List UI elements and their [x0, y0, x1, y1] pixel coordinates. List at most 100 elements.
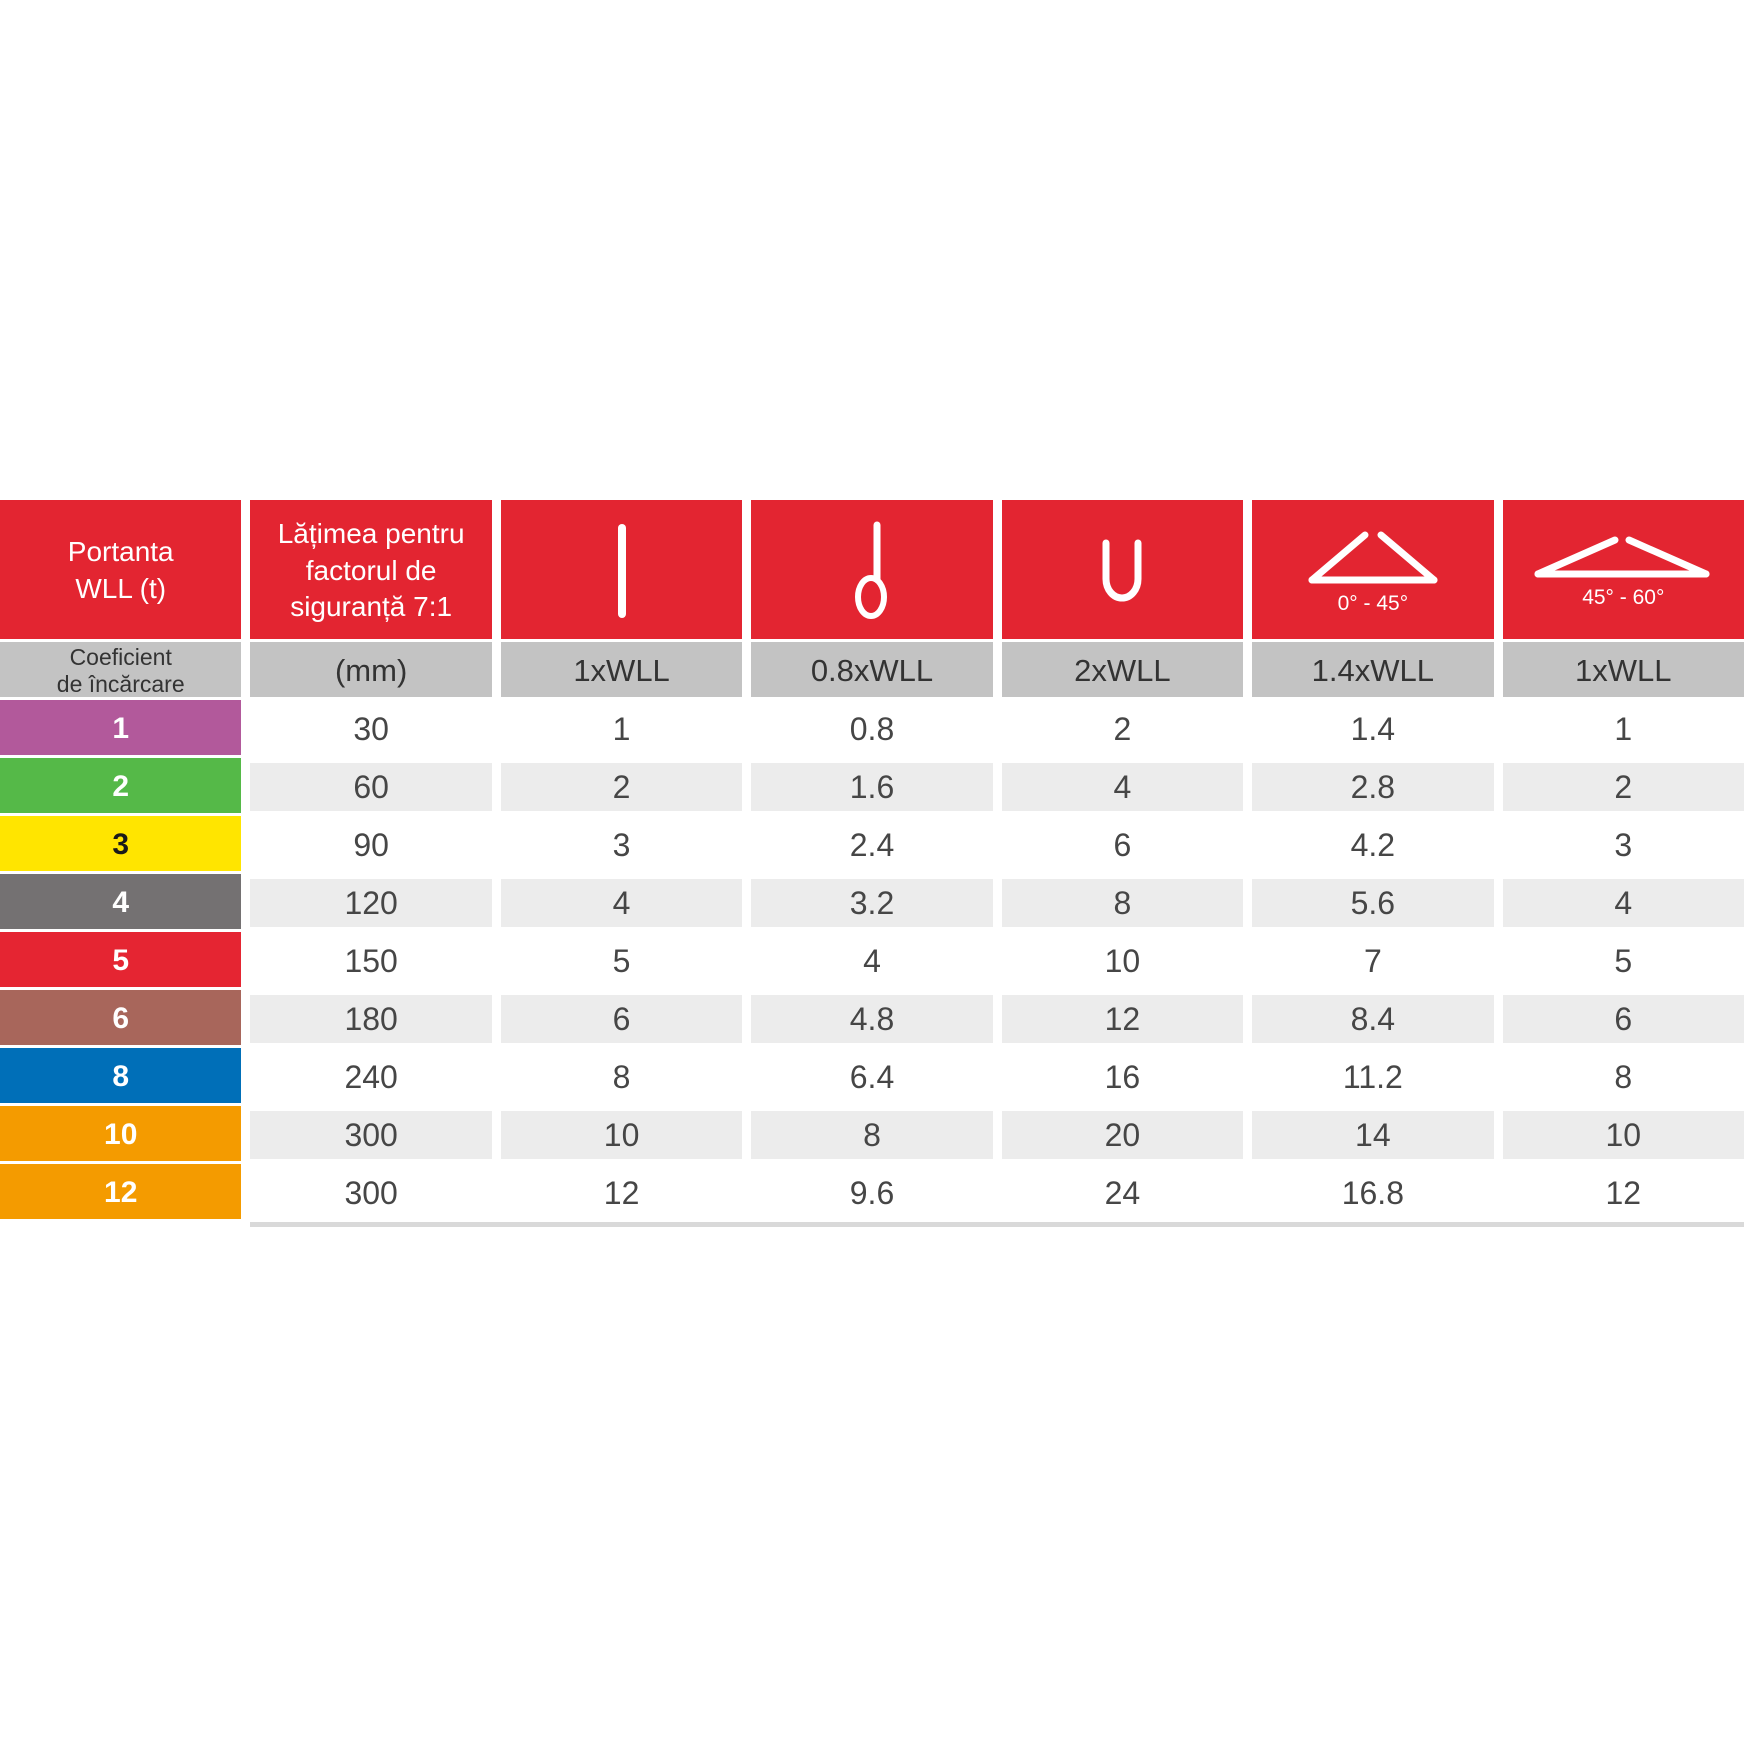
angle-0-45-caption: 0° - 45° — [1337, 591, 1409, 615]
vertical-hitch-icon — [617, 524, 626, 618]
two-leg-sling-0-45-icon — [1308, 531, 1438, 583]
basket-hitch-icon — [1102, 539, 1142, 602]
value-cell: 2 — [500, 758, 743, 816]
value-cell: 6 — [500, 990, 743, 1048]
header-two-leg-45-60: 45° - 60° — [1502, 500, 1744, 642]
table-header-row: Portanta WLL (t) Lățimea pentru factorul… — [0, 500, 1744, 642]
value-cell: 1.4 — [1252, 700, 1494, 758]
value-cell: 20 — [1001, 1106, 1244, 1164]
wll-row-label: 12 — [0, 1164, 242, 1222]
value-cell: 10 — [1001, 932, 1244, 990]
value-cell: 1 — [1502, 700, 1744, 758]
value-cell: 14 — [1252, 1106, 1494, 1164]
wll-row-label: 1 — [0, 700, 242, 758]
header-choke-hitch — [751, 500, 993, 642]
table-row: 5 150 5 4 10 7 5 — [0, 932, 1744, 990]
value-cell: 8 — [1502, 1048, 1744, 1106]
value-cell: 240 — [250, 1048, 492, 1106]
table-row: 6 180 6 4.8 12 8.4 6 — [0, 990, 1744, 1048]
value-cell: 4 — [1001, 758, 1244, 816]
table-subheader-row: Coeficient de încărcare (mm) 1xWLL 0.8xW… — [0, 642, 1744, 700]
value-cell: 4 — [1502, 874, 1744, 932]
value-cell: 9.6 — [751, 1164, 993, 1222]
value-cell: 10 — [1502, 1106, 1744, 1164]
subheader-08xwll: 0.8xWLL — [751, 642, 993, 700]
wll-row-label: 10 — [0, 1106, 242, 1164]
table-bottom-edge — [250, 1222, 1744, 1227]
value-cell: 2 — [1001, 700, 1244, 758]
header-portanta-label: Portanta WLL (t) — [67, 536, 174, 604]
value-cell: 3.2 — [751, 874, 993, 932]
value-cell: 180 — [250, 990, 492, 1048]
table-row: 3 90 3 2.4 6 4.2 3 — [0, 816, 1744, 874]
value-cell: 16 — [1001, 1048, 1244, 1106]
value-cell: 8 — [751, 1106, 993, 1164]
table-row: 4 120 4 3.2 8 5.6 4 — [0, 874, 1744, 932]
value-cell: 30 — [250, 700, 492, 758]
value-cell: 1.6 — [751, 758, 993, 816]
value-cell: 4 — [500, 874, 743, 932]
value-cell: 300 — [250, 1164, 492, 1222]
value-cell: 16.8 — [1252, 1164, 1494, 1222]
wll-row-label: 2 — [0, 758, 242, 816]
wll-row-label: 6 — [0, 990, 242, 1048]
table-row: 2 60 2 1.6 4 2.8 2 — [0, 758, 1744, 816]
value-cell: 300 — [250, 1106, 492, 1164]
value-cell: 5 — [500, 932, 743, 990]
header-basket-hitch — [1001, 500, 1244, 642]
value-cell: 3 — [1502, 816, 1744, 874]
value-cell: 4.2 — [1252, 816, 1494, 874]
table-row: 12 300 12 9.6 24 16.8 12 — [0, 1164, 1744, 1222]
subheader-1xwll: 1xWLL — [500, 642, 743, 700]
value-cell: 2.8 — [1252, 758, 1494, 816]
angle-45-60-caption: 45° - 60° — [1582, 585, 1665, 609]
table-row: 10 300 10 8 20 14 10 — [0, 1106, 1744, 1164]
subheader-1xwll-2: 1xWLL — [1502, 642, 1744, 700]
sling-load-table: Portanta WLL (t) Lățimea pentru factorul… — [0, 500, 1744, 1227]
subheader-2xwll: 2xWLL — [1001, 642, 1244, 700]
header-vertical-hitch — [500, 500, 743, 642]
wll-row-label: 4 — [0, 874, 242, 932]
subheader-coeficient: Coeficient de încărcare — [0, 642, 242, 700]
value-cell: 7 — [1252, 932, 1494, 990]
value-cell: 12 — [1001, 990, 1244, 1048]
table-row: 1 30 1 0.8 2 1.4 1 — [0, 700, 1744, 758]
value-cell: 60 — [250, 758, 492, 816]
value-cell: 5 — [1502, 932, 1744, 990]
value-cell: 2.4 — [751, 816, 993, 874]
header-latimea-label: Lățimea pentru factorul de siguranță 7:1 — [277, 517, 465, 623]
value-cell: 8.4 — [1252, 990, 1494, 1048]
value-cell: 12 — [500, 1164, 743, 1222]
two-leg-sling-45-60-icon — [1534, 536, 1710, 577]
value-cell: 1 — [500, 700, 743, 758]
table-row: 8 240 8 6.4 16 11.2 8 — [0, 1048, 1744, 1106]
value-cell: 0.8 — [751, 700, 993, 758]
wll-row-label: 8 — [0, 1048, 242, 1106]
value-cell: 150 — [250, 932, 492, 990]
value-cell: 12 — [1502, 1164, 1744, 1222]
value-cell: 5.6 — [1252, 874, 1494, 932]
value-cell: 4.8 — [751, 990, 993, 1048]
value-cell: 6.4 — [751, 1048, 993, 1106]
value-cell: 24 — [1001, 1164, 1244, 1222]
subheader-14xwll: 1.4xWLL — [1252, 642, 1494, 700]
value-cell: 120 — [250, 874, 492, 932]
wll-row-label: 3 — [0, 816, 242, 874]
value-cell: 4 — [751, 932, 993, 990]
wll-row-label: 5 — [0, 932, 242, 990]
value-cell: 6 — [1502, 990, 1744, 1048]
table-body: 1 30 1 0.8 2 1.4 1 2 60 2 1.6 4 2.8 2 3 90 3 2.4 6 4.2 3 4 120… — [0, 700, 1744, 1222]
value-cell: 6 — [1001, 816, 1244, 874]
value-cell: 2 — [1502, 758, 1744, 816]
value-cell: 11.2 — [1252, 1048, 1494, 1106]
value-cell: 8 — [500, 1048, 743, 1106]
header-portanta: Portanta WLL (t) — [0, 500, 242, 642]
subheader-mm: (mm) — [250, 642, 492, 700]
value-cell: 8 — [1001, 874, 1244, 932]
header-two-leg-0-45: 0° - 45° — [1252, 500, 1494, 642]
header-latimea: Lățimea pentru factorul de siguranță 7:1 — [250, 500, 492, 642]
value-cell: 90 — [250, 816, 492, 874]
value-cell: 10 — [500, 1106, 743, 1164]
choke-hitch-icon — [854, 521, 887, 619]
